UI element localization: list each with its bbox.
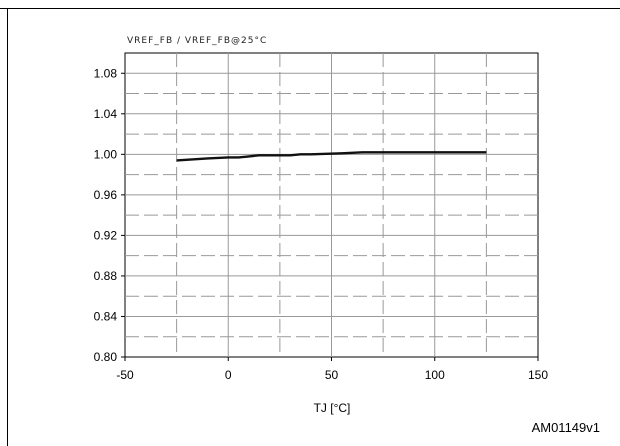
figure-top-rule <box>0 0 620 9</box>
y-tick-label: 1.00 <box>94 147 118 161</box>
figure-left-rule <box>7 8 8 446</box>
x-tick-label: 150 <box>528 368 548 382</box>
y-tick-label: 1.08 <box>94 66 118 80</box>
figure-code: AM01149v1 <box>531 420 600 435</box>
x-tick-label: 50 <box>325 368 339 382</box>
x-tick-label: 100 <box>425 368 445 382</box>
y-tick-label: 0.92 <box>94 228 118 242</box>
y-tick-label: 1.04 <box>94 107 118 121</box>
y-axis-label: VREF_FB / VREF_FB@25°C <box>127 36 267 46</box>
series-line <box>176 151 487 162</box>
x-tick-label: 0 <box>225 368 232 382</box>
y-tick-label: 0.96 <box>94 188 118 202</box>
plot-area: 0.80 0.84 0.88 0.92 0.96 1.00 1.04 1.08 -50 0 50 10… <box>94 52 548 382</box>
x-axis-label: TJ [°C] <box>314 401 351 415</box>
y-tick-label: 0.80 <box>94 350 118 364</box>
y-tick-label: 0.88 <box>94 269 118 283</box>
y-tick-label: 0.84 <box>94 309 118 323</box>
x-tick-label: -50 <box>116 368 134 382</box>
